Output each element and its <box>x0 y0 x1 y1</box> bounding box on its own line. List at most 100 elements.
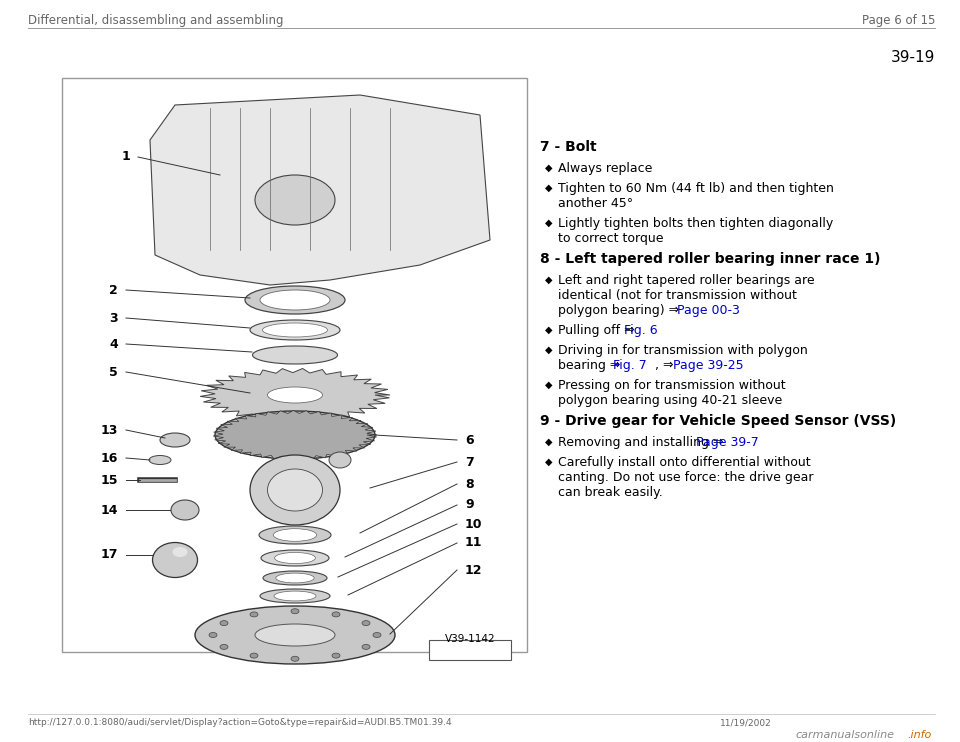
Ellipse shape <box>209 632 217 637</box>
Ellipse shape <box>332 653 340 658</box>
Text: 7 - Bolt: 7 - Bolt <box>540 140 596 154</box>
Ellipse shape <box>255 624 335 646</box>
Text: 4: 4 <box>109 338 118 350</box>
Ellipse shape <box>250 320 340 340</box>
Text: 9: 9 <box>465 499 473 511</box>
Text: 8: 8 <box>465 478 473 490</box>
Text: .info: .info <box>908 730 932 740</box>
FancyBboxPatch shape <box>429 640 511 660</box>
Text: Driving in for transmission with polygon: Driving in for transmission with polygon <box>558 344 807 357</box>
Ellipse shape <box>332 612 340 617</box>
Text: , ⇒: , ⇒ <box>651 359 678 372</box>
Text: Page 00-3: Page 00-3 <box>677 304 740 317</box>
Text: 2: 2 <box>109 283 118 297</box>
Text: ◆: ◆ <box>545 457 553 467</box>
Text: ◆: ◆ <box>545 275 553 285</box>
Ellipse shape <box>329 452 351 468</box>
Text: Lightly tighten bolts then tighten diagonally: Lightly tighten bolts then tighten diago… <box>558 217 833 230</box>
Polygon shape <box>200 369 390 421</box>
Ellipse shape <box>153 542 198 577</box>
Ellipse shape <box>171 500 199 520</box>
Text: 11: 11 <box>465 536 483 550</box>
Text: 8 - Left tapered roller bearing inner race 1): 8 - Left tapered roller bearing inner ra… <box>540 252 880 266</box>
Ellipse shape <box>362 644 370 649</box>
Ellipse shape <box>274 529 317 542</box>
Text: ◆: ◆ <box>545 437 553 447</box>
Text: 14: 14 <box>101 504 118 516</box>
Text: Page 39-7: Page 39-7 <box>696 436 758 449</box>
Text: 7: 7 <box>465 456 473 468</box>
Text: bearing ⇒: bearing ⇒ <box>558 359 624 372</box>
Ellipse shape <box>255 175 335 225</box>
Polygon shape <box>213 410 377 459</box>
Text: 12: 12 <box>465 563 483 577</box>
Text: polygon bearing using 40-21 sleeve: polygon bearing using 40-21 sleeve <box>558 394 782 407</box>
Ellipse shape <box>220 620 228 626</box>
Ellipse shape <box>275 552 316 564</box>
Text: ◆: ◆ <box>545 325 553 335</box>
Ellipse shape <box>260 290 330 310</box>
Ellipse shape <box>195 606 395 664</box>
Text: identical (not for transmission without: identical (not for transmission without <box>558 289 797 302</box>
Text: Page 6 of 15: Page 6 of 15 <box>862 14 935 27</box>
Text: canting. Do not use force: the drive gear: canting. Do not use force: the drive gea… <box>558 471 813 484</box>
Text: 15: 15 <box>101 473 118 487</box>
Text: 1: 1 <box>121 151 130 163</box>
Ellipse shape <box>250 653 258 658</box>
Text: Removing and installing ⇒: Removing and installing ⇒ <box>558 436 728 449</box>
Ellipse shape <box>268 387 323 403</box>
Text: ◆: ◆ <box>545 218 553 228</box>
Text: 6: 6 <box>465 433 473 447</box>
Text: ◆: ◆ <box>545 163 553 173</box>
Text: Page 39-25: Page 39-25 <box>673 359 744 372</box>
Ellipse shape <box>362 620 370 626</box>
Ellipse shape <box>245 286 345 314</box>
Text: Differential, disassembling and assembling: Differential, disassembling and assembli… <box>28 14 283 27</box>
Ellipse shape <box>220 644 228 649</box>
Text: Carefully install onto differential without: Carefully install onto differential with… <box>558 456 810 469</box>
Text: 11/19/2002: 11/19/2002 <box>720 718 772 727</box>
Ellipse shape <box>149 456 171 464</box>
Text: 16: 16 <box>101 451 118 464</box>
Text: 39-19: 39-19 <box>891 50 935 65</box>
Ellipse shape <box>250 455 340 525</box>
Text: http://127.0.0.1:8080/audi/servlet/Display?action=Goto&type=repair&id=AUDI.B5.TM: http://127.0.0.1:8080/audi/servlet/Displ… <box>28 718 451 727</box>
Text: V39-1142: V39-1142 <box>444 634 495 644</box>
Ellipse shape <box>260 589 330 603</box>
Ellipse shape <box>263 571 327 585</box>
Text: polygon bearing) ⇒: polygon bearing) ⇒ <box>558 304 684 317</box>
Text: 10: 10 <box>465 517 483 531</box>
Ellipse shape <box>215 411 375 459</box>
Text: Pressing on for transmission without: Pressing on for transmission without <box>558 379 785 392</box>
Ellipse shape <box>252 346 338 364</box>
Ellipse shape <box>173 547 187 557</box>
Ellipse shape <box>160 433 190 447</box>
Ellipse shape <box>261 550 329 566</box>
Text: 5: 5 <box>109 366 118 378</box>
Text: 9 - Drive gear for Vehicle Speed Sensor (VSS): 9 - Drive gear for Vehicle Speed Sensor … <box>540 414 897 428</box>
Text: ◆: ◆ <box>545 345 553 355</box>
Text: Fig. 7: Fig. 7 <box>613 359 647 372</box>
Ellipse shape <box>291 656 299 661</box>
Text: another 45°: another 45° <box>558 197 634 210</box>
Text: can break easily.: can break easily. <box>558 486 662 499</box>
Polygon shape <box>150 95 490 285</box>
Text: 13: 13 <box>101 424 118 436</box>
Ellipse shape <box>276 573 314 583</box>
Text: Always replace: Always replace <box>558 162 653 175</box>
Text: Pulling off ⇒: Pulling off ⇒ <box>558 324 638 337</box>
Text: 17: 17 <box>101 548 118 562</box>
Bar <box>62 78 527 652</box>
Text: carmanualsonline: carmanualsonline <box>795 730 894 740</box>
Text: Left and right tapered roller bearings are: Left and right tapered roller bearings a… <box>558 274 815 287</box>
Ellipse shape <box>291 608 299 614</box>
Ellipse shape <box>259 526 331 544</box>
Text: ◆: ◆ <box>545 380 553 390</box>
Text: to correct torque: to correct torque <box>558 232 663 245</box>
Text: ◆: ◆ <box>545 183 553 193</box>
Ellipse shape <box>262 323 327 337</box>
Text: 3: 3 <box>109 312 118 324</box>
Ellipse shape <box>373 632 381 637</box>
Text: Fig. 6: Fig. 6 <box>624 324 658 337</box>
Text: Tighten to 60 Nm (44 ft lb) and then tighten: Tighten to 60 Nm (44 ft lb) and then tig… <box>558 182 834 195</box>
